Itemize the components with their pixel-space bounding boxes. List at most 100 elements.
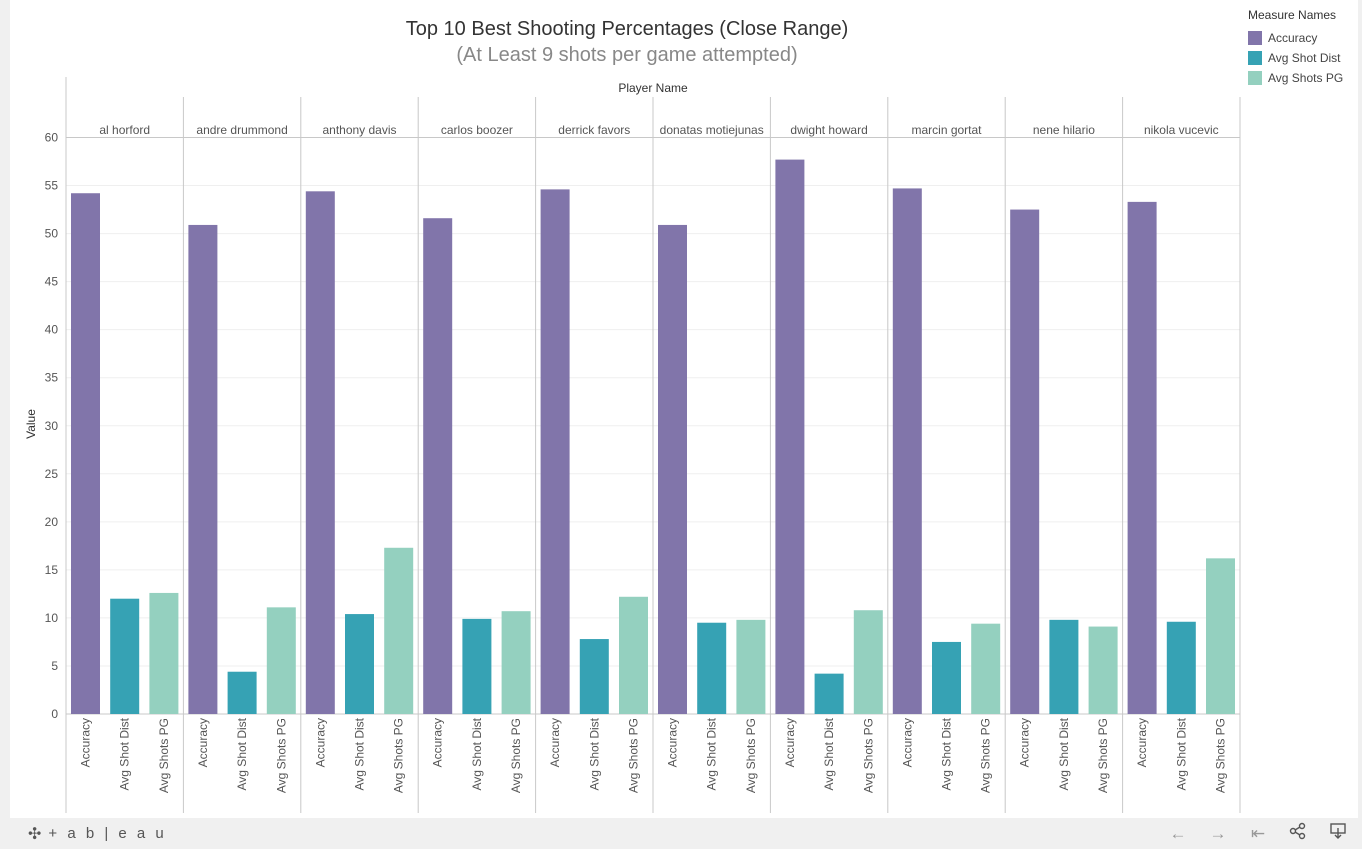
legend-label: Avg Shots PG <box>1268 71 1344 85</box>
tableau-logo-text: + a b | e a u <box>48 825 167 842</box>
x-tick-label: Avg Shot Dist <box>1057 717 1071 790</box>
x-tick-label: Accuracy <box>666 718 680 767</box>
x-tick-label: Avg Shots PG <box>274 718 288 793</box>
legend[interactable]: Measure Names Accuracy Avg Shot Dist Avg… <box>1248 8 1358 88</box>
right-frame <box>1358 0 1362 849</box>
x-tick-label: Avg Shots PG <box>979 718 993 793</box>
bar-avg-shot-dist <box>110 598 140 714</box>
bar-accuracy <box>305 191 335 715</box>
x-tick-label: Avg Shots PG <box>157 718 171 793</box>
y-tick-label: 55 <box>45 179 59 193</box>
x-tick-label: Avg Shot Dist <box>118 717 132 790</box>
x-tick-label: Avg Shot Dist <box>940 717 954 790</box>
bar-avg-shot-dist <box>579 639 609 714</box>
bar-avg-shots-pg <box>853 610 883 714</box>
player-name-label: marcin gortat <box>911 123 982 137</box>
legend-label: Avg Shot Dist <box>1268 51 1341 65</box>
bar-accuracy <box>775 159 805 714</box>
bar-avg-shots-pg <box>971 623 1001 714</box>
bar-avg-shots-pg <box>501 611 531 714</box>
legend-swatch <box>1248 71 1262 85</box>
redo-arrow-icon[interactable]: → <box>1209 823 1227 843</box>
bar-avg-shot-dist <box>345 614 374 714</box>
y-tick-label: 30 <box>45 419 59 433</box>
bar-chart: Player Name 0 5 10 15 20 25 30 35 40 45 50 55 60 Value… <box>24 77 1241 813</box>
legend-item-accuracy[interactable]: Accuracy <box>1248 28 1358 48</box>
x-tick-label: Accuracy <box>548 718 562 767</box>
tableau-logo-icon: ✣ <box>28 825 45 843</box>
x-tick-label: Avg Shots PG <box>1096 718 1110 793</box>
bar-avg-shot-dist <box>814 673 844 714</box>
y-tick-label: 15 <box>45 563 59 577</box>
y-tick-label: 40 <box>45 323 59 337</box>
bar-avg-shot-dist <box>697 622 727 714</box>
bar-avg-shots-pg <box>149 592 179 714</box>
title-block: Top 10 Best Shooting Percentages (Close … <box>250 17 1004 69</box>
x-tick-label: Avg Shots PG <box>392 718 406 793</box>
bar-avg-shots-pg <box>266 607 296 714</box>
x-tick-label: Avg Shot Dist <box>822 717 836 790</box>
y-tick-label: 35 <box>45 371 59 385</box>
bar-avg-shots-pg <box>619 596 648 714</box>
y-tick-label: 20 <box>45 515 59 529</box>
x-tick-label: Avg Shot Dist <box>705 717 719 790</box>
x-tick-label: Avg Shot Dist <box>235 717 249 790</box>
legend-swatch <box>1248 51 1262 65</box>
x-tick-label: Accuracy <box>196 718 210 767</box>
player-name-label: anthony davis <box>322 123 396 137</box>
bar-accuracy <box>1127 201 1157 714</box>
bar-accuracy <box>892 188 922 714</box>
x-tick-label: Avg Shots PG <box>1214 718 1228 793</box>
x-tick-label: Avg Shot Dist <box>470 717 484 790</box>
x-tick-label: Avg Shots PG <box>509 718 523 793</box>
player-name-label: nikola vucevic <box>1144 123 1219 137</box>
chart-title: Top 10 Best Shooting Percentages (Close … <box>405 18 849 40</box>
bar-avg-shot-dist <box>227 671 257 714</box>
y-tick-label: 5 <box>51 659 58 673</box>
bar-accuracy <box>423 218 453 714</box>
x-tick-label: Accuracy <box>783 718 797 767</box>
x-tick-label: Avg Shot Dist <box>587 717 601 790</box>
bar-accuracy <box>1010 209 1040 714</box>
player-name-label: carlos boozer <box>441 123 513 137</box>
x-tick-label: Accuracy <box>1018 718 1032 767</box>
player-name-label: nene hilario <box>1033 123 1095 137</box>
left-frame <box>0 0 10 849</box>
bar-avg-shot-dist <box>1166 621 1196 714</box>
x-tick-label: Avg Shots PG <box>861 718 875 793</box>
y-axis-label: Value <box>24 409 38 439</box>
y-tick-label: 50 <box>45 227 59 241</box>
chart-subtitle: (At Least 9 shots per game attempted) <box>456 44 798 66</box>
bar-accuracy <box>188 224 218 714</box>
share-icon[interactable] <box>1278 822 1318 845</box>
undo-arrow-icon[interactable]: ← <box>1169 823 1187 843</box>
download-icon[interactable] <box>1318 822 1358 845</box>
bar-avg-shots-pg <box>1088 626 1118 714</box>
player-name-label: al horford <box>99 123 150 137</box>
bar-avg-shots-pg <box>1206 558 1235 714</box>
player-name-label: donatas motiejunas <box>660 123 764 137</box>
legend-title: Measure Names <box>1248 8 1337 22</box>
legend-swatch <box>1248 31 1262 45</box>
bar-accuracy <box>71 193 100 714</box>
bar-accuracy <box>540 189 570 714</box>
bar-avg-shot-dist <box>462 618 492 714</box>
y-tick-label: 60 <box>45 131 59 145</box>
legend-item-avg-shot-dist[interactable]: Avg Shot Dist <box>1248 48 1358 68</box>
legend-item-avg-shots-pg[interactable]: Avg Shots PG <box>1248 68 1358 88</box>
player-name-label: derrick favors <box>558 123 630 137</box>
x-tick-label: Avg Shots PG <box>627 718 641 793</box>
player-name-label: andre drummond <box>196 123 287 137</box>
x-tick-label: Avg Shot Dist <box>1174 717 1188 790</box>
bar-avg-shot-dist <box>1049 619 1079 714</box>
x-tick-label: Accuracy <box>1135 718 1149 767</box>
tableau-logo[interactable]: ✣ + a b | e a u <box>28 824 167 844</box>
bar-avg-shots-pg <box>736 619 766 714</box>
x-tick-label: Accuracy <box>431 718 445 767</box>
revert-icon[interactable]: ⇤ <box>1250 823 1266 843</box>
bar-avg-shots-pg <box>384 547 414 714</box>
bar-avg-shot-dist <box>932 641 961 714</box>
x-tick-label: Avg Shot Dist <box>353 717 367 790</box>
player-name-label: dwight howard <box>790 123 867 137</box>
y-tick-label: 10 <box>45 611 59 625</box>
